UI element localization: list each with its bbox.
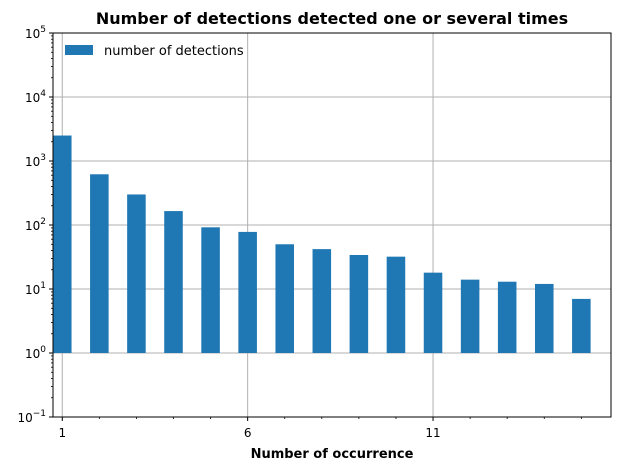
y-tick-label: 100 [25,345,46,361]
bar [238,231,257,353]
x-tick-label: 11 [425,426,440,440]
legend-swatch [65,45,93,55]
axes: 10−1 100 101 102 103 104 105 1 6 11 [17,25,612,440]
y-tick-label: 101 [25,281,46,297]
legend: number of detections [65,44,244,59]
bar [312,249,332,353]
bar [460,279,480,353]
y-tick-label: 103 [25,153,46,169]
y-tick-label: 10−1 [17,409,46,425]
chart-title: Number of detections detected one or sev… [96,9,568,28]
y-tick-label: 105 [25,25,46,41]
bar [127,194,146,353]
bar [386,256,406,353]
bar [275,244,294,353]
bar [534,283,554,353]
bar [423,272,443,353]
x-axis-label: Number of occurrence [251,447,414,462]
x-tick-label: 1 [58,426,66,440]
legend-label: number of detections [104,44,244,59]
bar [572,298,591,353]
bar [497,281,517,353]
bar [349,254,369,353]
bar [90,174,109,353]
bars [53,135,591,353]
bar [53,135,72,353]
y-tick-label: 102 [25,217,46,233]
bar [201,227,220,353]
y-tick-label: 104 [25,89,46,105]
x-tick-label: 6 [244,426,252,440]
bar [164,211,183,353]
